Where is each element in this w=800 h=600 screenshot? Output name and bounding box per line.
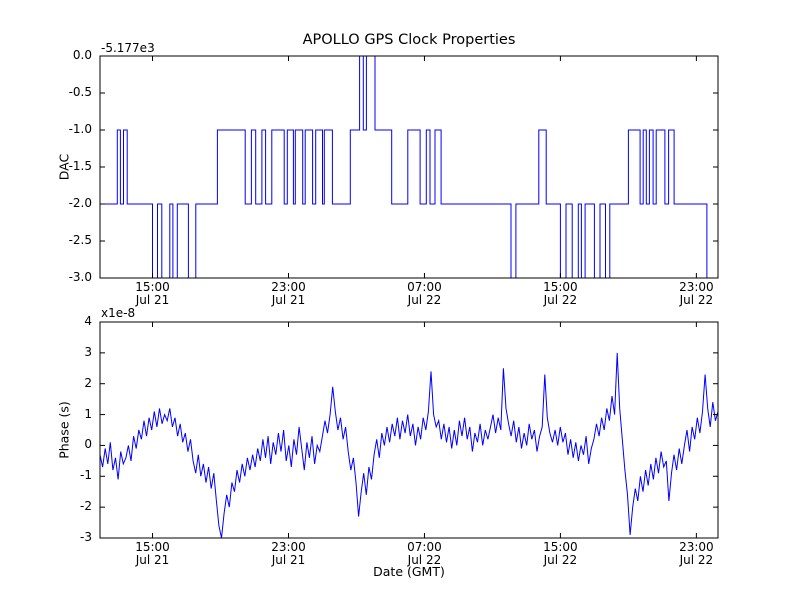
y-tick-label: -2.0 (68, 196, 92, 210)
y-tick-label: -1.5 (68, 159, 92, 173)
y-tick-label: -3 (80, 530, 92, 544)
y-tick-label: -2.5 (68, 233, 92, 247)
x-axis-label: Date (GMT) (373, 564, 445, 579)
y-tick-label: 2 (84, 375, 92, 390)
y-tick-label: 4 (84, 314, 92, 328)
y-tick-label: -3.0 (68, 270, 92, 284)
x-tick-label: 15:00 Jul 21 (135, 540, 170, 567)
y-tick-label: 0.0 (72, 48, 92, 62)
y-tick-label: 3 (84, 344, 92, 359)
phase-axes-frame (99, 321, 719, 539)
chart-title: APOLLO GPS Clock Properties (302, 32, 516, 48)
y-tick-label: 1 (84, 406, 92, 421)
x-tick-label: 07:00 Jul 22 (407, 540, 442, 567)
dac-offset-label: -5.177e3 (101, 41, 155, 55)
phase-series-line (100, 352, 718, 538)
x-tick-label: 23:00 Jul 22 (679, 540, 714, 567)
y-tick-label: -1 (80, 468, 92, 483)
y-tick-label: -1.0 (68, 122, 92, 136)
x-tick-label: 23:00 Jul 22 (679, 280, 714, 307)
x-tick-label: 23:00 Jul 21 (271, 540, 306, 567)
x-tick-label: 15:00 Jul 21 (135, 280, 170, 307)
dac-axes-frame (99, 55, 719, 279)
phase-multiplier-label: x1e-8 (101, 306, 136, 320)
dac-series-line (100, 56, 718, 278)
x-tick-label: 15:00 Jul 22 (543, 540, 578, 567)
x-tick-label: 07:00 Jul 22 (407, 280, 442, 307)
x-tick-label: 15:00 Jul 22 (543, 280, 578, 307)
x-tick-label: 23:00 Jul 21 (271, 280, 306, 307)
y-tick-label: 0 (84, 437, 92, 452)
y-tick-label: -0.5 (68, 85, 92, 99)
y-tick-label: -2 (80, 499, 92, 514)
